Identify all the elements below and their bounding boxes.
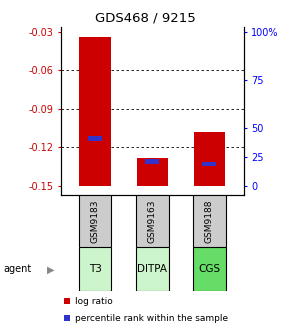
- Text: GDS468 / 9215: GDS468 / 9215: [95, 12, 195, 25]
- Text: T3: T3: [89, 264, 101, 274]
- Text: CGS: CGS: [198, 264, 220, 274]
- Text: percentile rank within the sample: percentile rank within the sample: [75, 314, 228, 323]
- Bar: [194, 132, 225, 186]
- Text: GSM9163: GSM9163: [148, 199, 157, 243]
- Bar: [145, 159, 159, 164]
- Text: DITPA: DITPA: [137, 264, 167, 274]
- Bar: [137, 158, 168, 186]
- Bar: [79, 247, 111, 291]
- Bar: [79, 37, 111, 186]
- Bar: [193, 247, 226, 291]
- Bar: [202, 162, 216, 166]
- Text: GSM9183: GSM9183: [91, 199, 100, 243]
- Text: GSM9188: GSM9188: [205, 199, 214, 243]
- Bar: [136, 247, 168, 291]
- Text: agent: agent: [3, 264, 31, 275]
- Bar: [88, 136, 102, 141]
- Bar: [79, 195, 111, 247]
- Bar: [193, 195, 226, 247]
- Text: log ratio: log ratio: [75, 297, 112, 306]
- Bar: [136, 195, 168, 247]
- Text: ▶: ▶: [47, 264, 55, 275]
